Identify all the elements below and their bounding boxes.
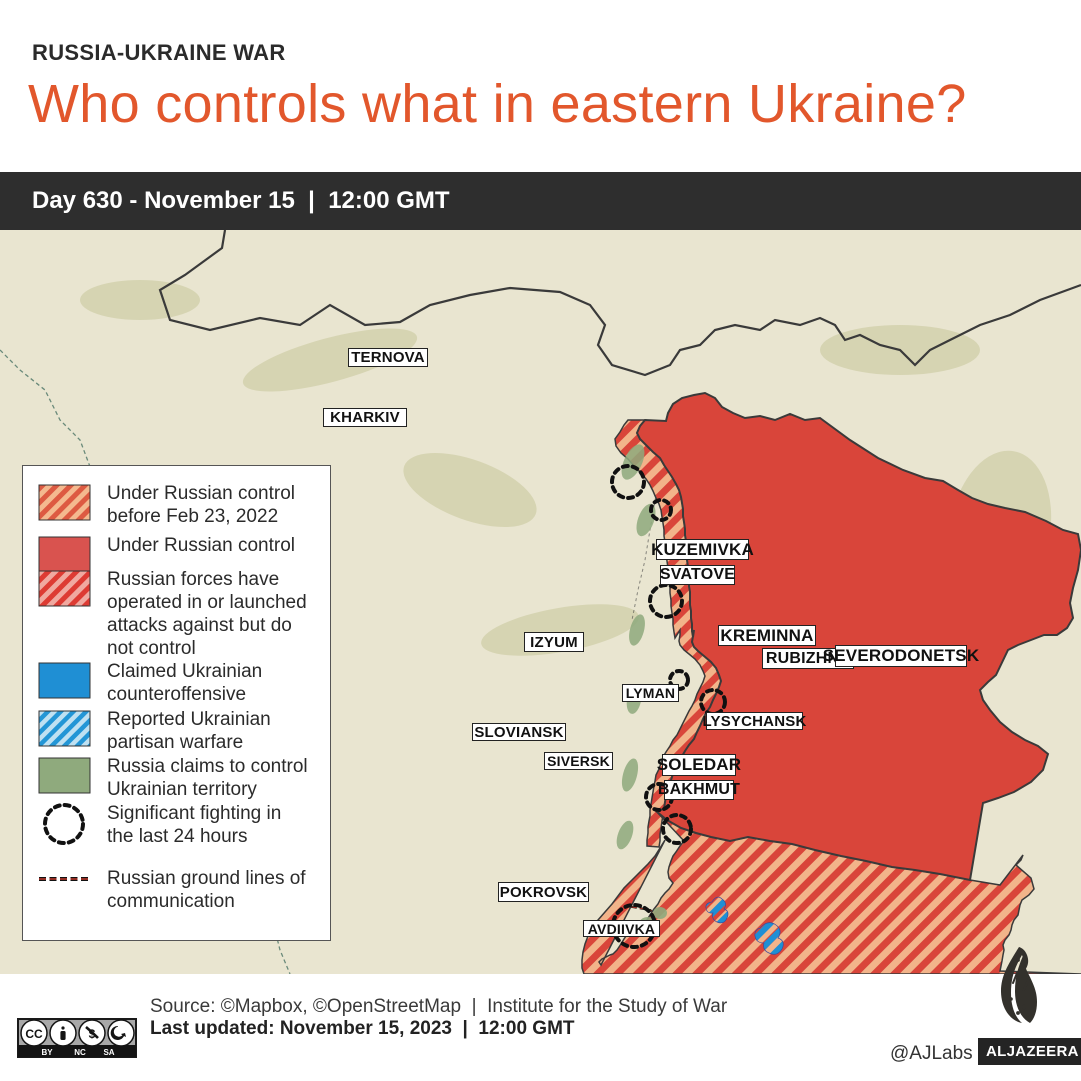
svg-text:BY: BY xyxy=(41,1048,53,1057)
svg-text:SA: SA xyxy=(103,1048,114,1057)
svg-text:NC: NC xyxy=(74,1048,86,1057)
svg-text:$: $ xyxy=(89,1027,96,1041)
svg-text:CC: CC xyxy=(25,1027,43,1041)
